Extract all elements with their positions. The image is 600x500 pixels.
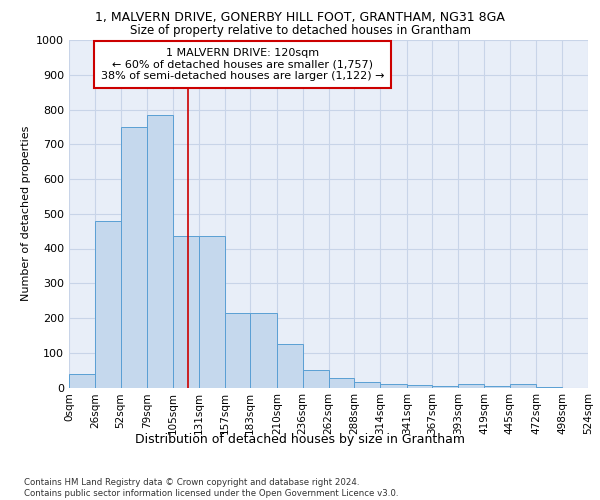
Text: 1 MALVERN DRIVE: 120sqm
← 60% of detached houses are smaller (1,757)
38% of semi: 1 MALVERN DRIVE: 120sqm ← 60% of detache…	[101, 48, 384, 81]
Bar	[121, 127, 147, 388]
Bar	[303, 370, 329, 388]
Text: Size of property relative to detached houses in Grantham: Size of property relative to detached ho…	[130, 24, 470, 37]
Bar	[433, 386, 458, 388]
Bar	[250, 313, 277, 388]
Bar	[536, 387, 562, 388]
Bar	[407, 384, 433, 388]
Bar	[173, 236, 199, 388]
Text: 1, MALVERN DRIVE, GONERBY HILL FOOT, GRANTHAM, NG31 8GA: 1, MALVERN DRIVE, GONERBY HILL FOOT, GRA…	[95, 11, 505, 24]
Bar	[199, 236, 224, 388]
Bar	[354, 382, 380, 388]
Y-axis label: Number of detached properties: Number of detached properties	[20, 126, 31, 302]
Bar	[510, 384, 536, 388]
Bar	[69, 374, 95, 388]
Bar	[380, 384, 407, 388]
Bar	[329, 378, 354, 388]
Bar	[147, 114, 173, 388]
Bar	[458, 384, 484, 388]
Bar	[484, 386, 510, 388]
Text: Contains HM Land Registry data © Crown copyright and database right 2024.
Contai: Contains HM Land Registry data © Crown c…	[24, 478, 398, 498]
Bar	[277, 344, 303, 388]
Bar	[95, 220, 121, 388]
Text: Distribution of detached houses by size in Grantham: Distribution of detached houses by size …	[135, 432, 465, 446]
Bar	[224, 313, 250, 388]
